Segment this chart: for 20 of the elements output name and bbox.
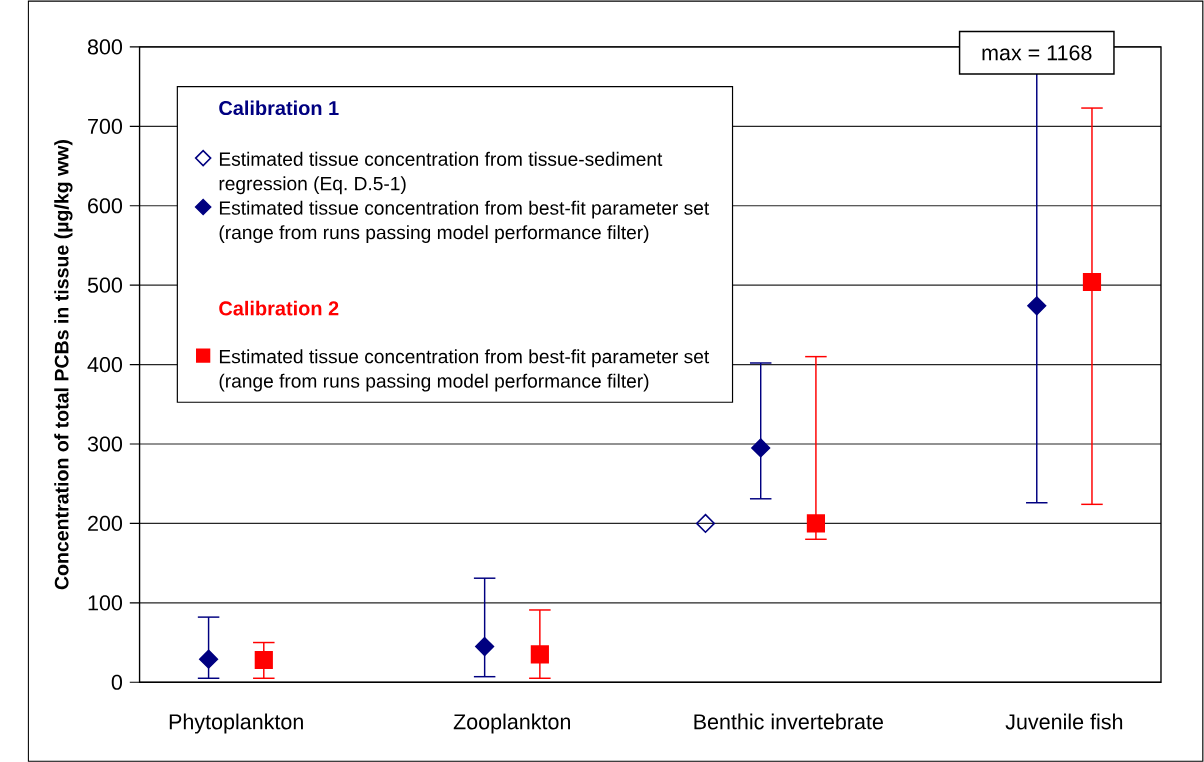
y-tick-label: 100 xyxy=(88,595,123,611)
y-tick-label: 500 xyxy=(87,277,123,293)
y-tick-label: 600 xyxy=(88,197,123,214)
annotation: Calibration 2 xyxy=(219,300,339,316)
y-tick-label: 300 xyxy=(87,436,123,452)
x-tick-label: Phytoplankton xyxy=(169,713,303,734)
legend-label: Estimated tissue concentration from best-fit parameter set (range from runs passing model performance filter) xyxy=(219,349,710,392)
legend-label: Estimated tissue concentration from tissue-sediment regression (Eq. D.5-1) xyxy=(219,151,663,194)
x-tick-label: Juvenile fish xyxy=(1005,713,1123,730)
x-tick-label: Benthic invertebrate xyxy=(694,713,883,730)
y-tick-label: 700 xyxy=(88,118,123,134)
y-tick-label: 0 xyxy=(111,674,123,690)
y-tick-label: 400 xyxy=(87,356,123,372)
legend-label: Estimated tissue concentration from best-fit parameter set (range from runs passing model performance filter) xyxy=(219,200,710,243)
annotation: max = 1168 xyxy=(982,44,1092,61)
y-tick-label: 800 xyxy=(87,39,123,55)
x-tick-label: Zooplankton xyxy=(453,713,570,734)
y-tick-label: 200 xyxy=(88,515,123,531)
annotation: Calibration 1 xyxy=(219,100,339,115)
y-axis-title: Concentration of total PCBs in tissue (µg/kg ww) xyxy=(54,139,73,590)
